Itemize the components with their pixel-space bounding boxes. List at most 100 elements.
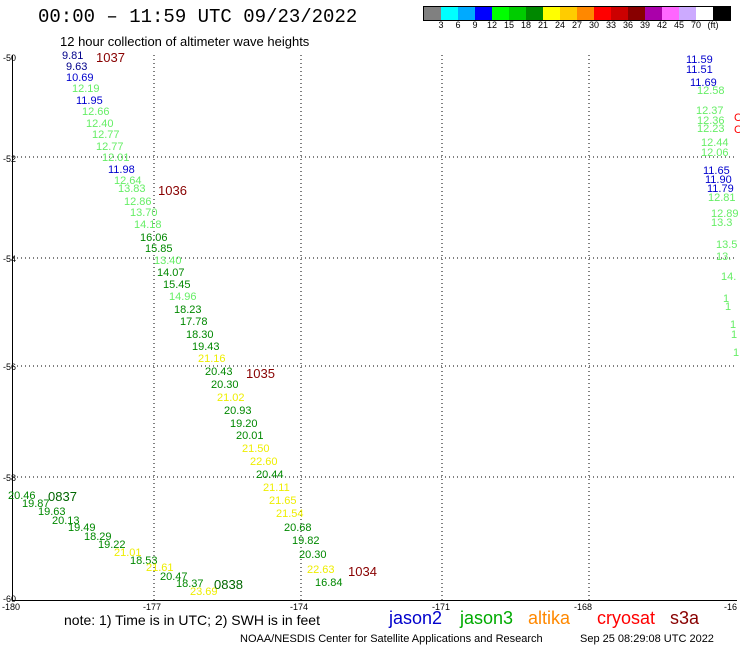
latitude-label: -52 (3, 154, 17, 164)
wave-height-label: 20.93 (224, 405, 252, 417)
wave-height-label: 19.43 (192, 341, 220, 353)
scale-label: 45 (673, 20, 684, 30)
wave-height-label: 1 (723, 293, 730, 305)
wave-height-label: 13.3 (711, 217, 733, 229)
wave-height-label: 11.69 (690, 77, 717, 89)
scale-label: 30 (588, 20, 599, 30)
scale-swatch (611, 7, 628, 20)
wave-height-label: 21.65 (269, 495, 297, 507)
scale-swatch (645, 7, 662, 20)
wave-height-label: 17.78 (180, 316, 208, 328)
pass-time-label: 1036 (158, 183, 187, 198)
latitude-label: -54 (3, 254, 17, 264)
wave-height-label: 14.96 (169, 291, 197, 303)
wave-height-label: 15.85 (145, 243, 173, 255)
scale-swatch (696, 7, 713, 20)
wave-height-label: 19.22 (98, 539, 126, 551)
wave-height-label: 15.45 (163, 279, 191, 291)
scale-swatch (577, 7, 594, 20)
longitude-label: -168 (574, 602, 593, 612)
scale-label: 27 (571, 20, 582, 30)
scale-label: 24 (554, 20, 565, 30)
satellite-legend-item: altika (528, 608, 571, 628)
wave-height-label: 12.19 (72, 83, 100, 95)
wave-height-label: 12.37 (696, 105, 724, 117)
wave-height-label: 12.89 (711, 208, 739, 220)
pass-time-label: 0837 (48, 489, 77, 504)
scale-label: 12 (486, 20, 497, 30)
wave-height-label: 16.84 (315, 577, 343, 589)
latitude-label: -56 (3, 362, 17, 372)
scale-label: 18 (520, 20, 531, 30)
wave-height-label: 21.11 (263, 482, 290, 494)
wave-height-label: 20.47 (160, 571, 188, 583)
pass-time-label: 1037 (96, 50, 125, 65)
wave-height-label: 20.46 (8, 490, 36, 502)
scale-swatch (679, 7, 696, 20)
wave-height-label: 10.69 (66, 72, 94, 84)
wave-height-label: 12.36 (697, 115, 725, 127)
wave-height-label: 1 (731, 329, 738, 341)
wave-height-label: 20.43 (205, 366, 233, 378)
wave-height-label: 21.16 (198, 353, 226, 365)
wave-height-label: 12.58 (697, 85, 725, 97)
wave-height-label: 18.30 (186, 329, 214, 341)
wave-height-label: 12.77 (92, 129, 120, 141)
wave-height-label: 20.44 (256, 469, 284, 481)
wave-height-label: 18.23 (174, 304, 202, 316)
wave-height-label: 13.5 (716, 239, 738, 251)
wave-height-label: 16.06 (140, 232, 168, 244)
wave-height-label: 21.02 (217, 392, 245, 404)
wave-height-label: 9.81 (62, 50, 84, 62)
map-subtitle: 12 hour collection of altimeter wave hei… (60, 34, 310, 49)
wave-height-label: C (734, 124, 740, 136)
wave-height-label: 12.64 (114, 175, 142, 187)
gridlines (13, 55, 737, 600)
wave-height-label: 22.60 (250, 456, 278, 468)
wave-height-label: 19.49 (68, 522, 96, 534)
wave-height-label: 11.90 (705, 174, 732, 186)
wave-height-label: 19.82 (292, 535, 320, 547)
wave-height-label: 19.87 (22, 498, 50, 510)
longitude-label: -177 (143, 602, 162, 612)
wave-height-label: 14. (721, 271, 737, 283)
wave-height-label: 1 (725, 301, 732, 313)
scale-label: 42 (656, 20, 667, 30)
footer-note: note: 1) Time is in UTC; 2) SWH is in fe… (64, 612, 320, 628)
longitude-label: -171 (432, 602, 451, 612)
scale-swatch (492, 7, 509, 20)
wave-height-label: 20.13 (52, 515, 80, 527)
map-plot (12, 55, 737, 601)
scale-swatch (594, 7, 611, 20)
scale-swatch (509, 7, 526, 20)
scale-label: 70 (690, 20, 701, 30)
scale-swatch (713, 7, 730, 20)
wave-height-label: 13.83 (118, 183, 146, 195)
pass-time-label: 1035 (246, 366, 275, 381)
wave-height-label: 18.53 (130, 555, 158, 567)
satellite-legend-item: cryosat (597, 608, 656, 628)
wave-height-label: 13.40 (154, 255, 182, 267)
wave-height-label: 9.63 (66, 61, 88, 73)
wave-height-label: 19.63 (38, 506, 66, 518)
satellite-legend-item: jason2 (389, 608, 443, 628)
scale-swatch (628, 7, 645, 20)
scale-label: 21 (537, 20, 548, 30)
wave-height-label: 11.98 (108, 164, 135, 176)
wave-height-label: 11.51 (686, 64, 713, 76)
scale-label: 9 (472, 20, 478, 30)
scale-swatch (475, 7, 492, 20)
latitude-label: -58 (3, 473, 17, 483)
wave-height-label: 11.79 (707, 183, 734, 195)
satellite-legend-item: jason3 (460, 608, 514, 628)
wave-height-label: C (734, 112, 740, 124)
wave-height-label: 21.61 (146, 562, 174, 574)
wave-height-label: 1 (733, 347, 740, 359)
map-title: 00:00 – 11:59 UTC 09/23/2022 (38, 6, 358, 28)
wave-height-label: 21.50 (242, 443, 270, 455)
wave-height-label: 20.68 (284, 522, 312, 534)
pass-time-label: 0838 (214, 577, 243, 592)
scale-label: 6 (455, 20, 461, 30)
longitude-label: -16 (724, 602, 738, 612)
longitude-label: -180 (2, 602, 21, 612)
